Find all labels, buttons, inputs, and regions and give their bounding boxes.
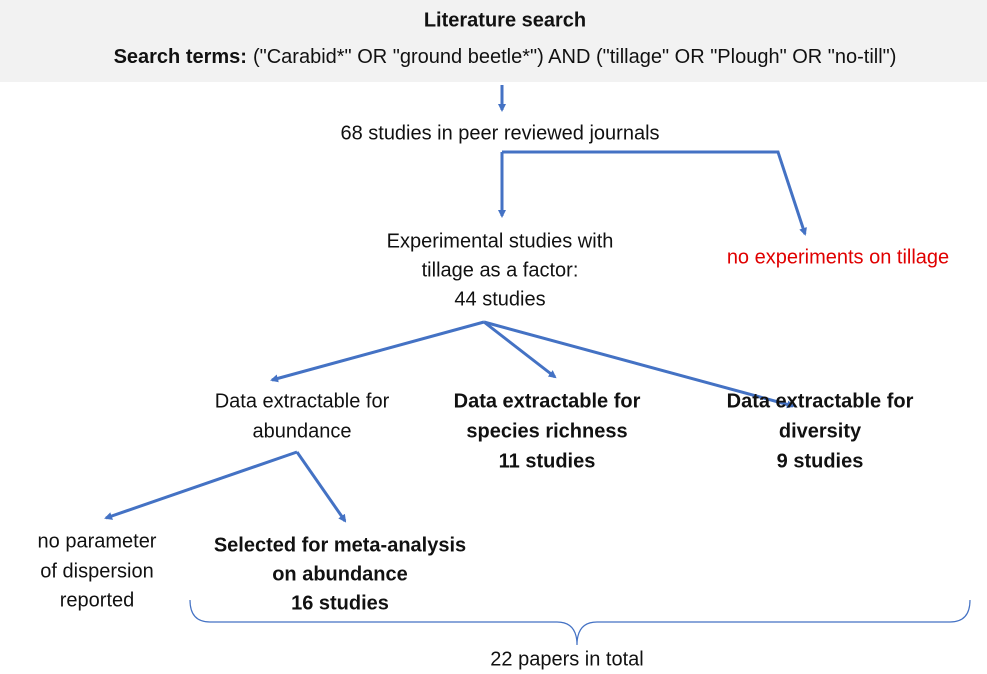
- node-text: Selected for meta-analysis: [214, 534, 466, 556]
- node-text: on abundance: [272, 563, 408, 585]
- arrow: [104, 450, 298, 520]
- node-text: Experimental studies with: [387, 230, 614, 252]
- arrow: [483, 320, 795, 409]
- node-text: 22 papers in total: [490, 648, 643, 670]
- node-text: no parameter: [38, 530, 157, 552]
- arrow: [483, 320, 557, 379]
- header-title: Literature search: [424, 9, 586, 31]
- node-text: of dispersion: [40, 560, 153, 582]
- brace: [189, 599, 971, 646]
- node-text: species richness: [466, 420, 627, 442]
- node-text: Data extractable for: [215, 390, 390, 412]
- node-text: 11 studies: [499, 450, 596, 472]
- arrow: [270, 320, 485, 383]
- node-text: 16 studies: [291, 592, 389, 614]
- node-text: 68 studies in peer reviewed journals: [340, 122, 659, 144]
- node-text: no experiments on tillage: [727, 246, 949, 268]
- arrows: [104, 85, 807, 523]
- search-label: Search terms:: [114, 46, 247, 68]
- node-text: tillage as a factor:: [422, 259, 579, 281]
- arrow: [502, 150, 807, 236]
- node-text: 44 studies: [454, 288, 545, 310]
- node-text: 9 studies: [777, 450, 864, 472]
- node-text: reported: [60, 589, 135, 611]
- node-text: abundance: [253, 420, 352, 442]
- node-text: diversity: [779, 420, 862, 442]
- search-line: Search terms: ("Carabid*" OR "ground beet…: [114, 46, 897, 68]
- node-text: Data extractable for: [454, 390, 641, 412]
- search-box: [0, 0, 987, 82]
- node-text: Data extractable for: [727, 390, 914, 412]
- arrow: [295, 451, 347, 523]
- search-terms: ("Carabid*" OR "ground beetle*") AND ("t…: [253, 46, 896, 68]
